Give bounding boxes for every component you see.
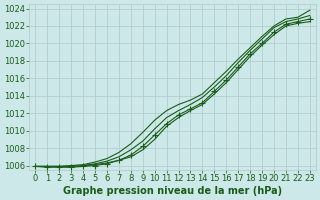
X-axis label: Graphe pression niveau de la mer (hPa): Graphe pression niveau de la mer (hPa) [63,186,282,196]
